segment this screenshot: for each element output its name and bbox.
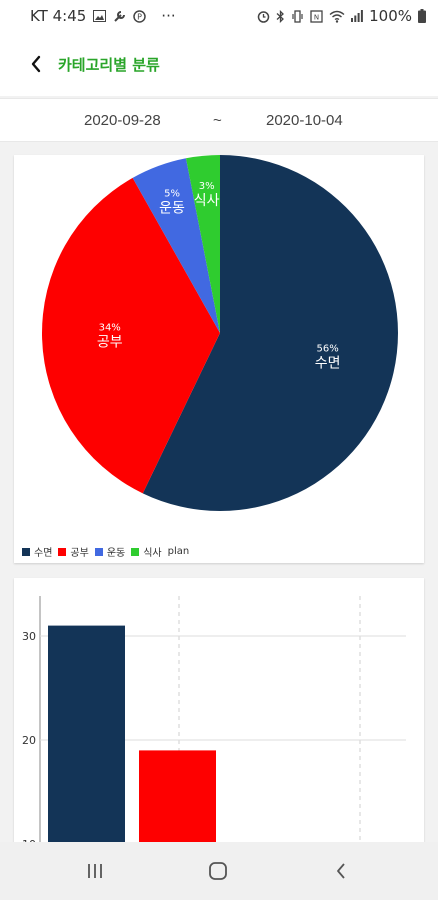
legend-item: 운동 [94,544,126,559]
home-button[interactable] [203,858,233,884]
pie-slice-1[interactable] [142,155,398,511]
date-range-bar: 2020-09-28 ~ 2020-10-04 [0,98,438,142]
legend-item: 공부 [58,544,89,559]
legend-item: 식사 [131,544,162,559]
status-dots: ··· [161,7,176,25]
pie-legend: 수면 공부 운동 식사 plan [22,544,195,559]
app-bar: 카테고리별 분류 [0,32,438,96]
pie-category-label: 운동 [159,201,185,217]
alarm-icon [257,10,270,23]
pie-chart-card: 56% 수면 34% 공부 5% 운동 3% 식사 수면 공부 운동 식사 plan [14,155,424,563]
image-icon [93,10,107,22]
pie-slice-2[interactable] [41,177,220,494]
signal-icon [351,10,364,22]
chevron-left-icon [31,55,41,73]
svg-text:N: N [314,13,319,21]
date-separator: ~ [213,111,222,129]
pie-slice-3[interactable] [132,158,220,333]
pie-percent-label: 34% [99,323,121,334]
legend-label: 수면 [34,548,53,559]
home-icon [209,862,227,880]
pie-percent-label: 3% [199,181,215,192]
svg-text:P: P [137,12,142,21]
end-date[interactable]: 2020-10-04 [266,111,343,129]
legend-label: plan [167,546,190,557]
pie-slice-4[interactable] [185,155,220,333]
back-icon [337,863,345,879]
bar-2[interactable] [139,750,216,848]
nfc-icon: N [310,9,323,23]
status-bar: KT 4:45 P ··· N 100% [0,0,438,32]
recent-apps-button[interactable] [80,858,110,884]
y-tick-label: 20 [22,734,36,747]
vibrate-icon [291,9,304,23]
rotate-icon: P [133,9,147,23]
pie-category-label: 공부 [97,335,123,351]
bluetooth-icon [276,9,285,23]
bar-chart[interactable]: 302010 [14,578,424,848]
legend-label: 식사 [143,548,162,559]
page-title: 카테고리별 분류 [58,55,160,74]
pie-percent-label: 56% [316,344,338,355]
system-nav-bar [0,842,438,900]
start-date[interactable]: 2020-09-28 [84,111,161,129]
pie-chart[interactable]: 56%수면 34%공부 5%운동 3%식사 [14,155,424,540]
recent-apps-icon [88,864,102,878]
status-left: KT 4:45 P ··· [30,7,176,25]
pie-category-label: 수면 [315,356,341,372]
y-tick-label: 30 [22,630,36,643]
wifi-icon [329,10,345,23]
legend-swatch [94,547,103,556]
battery-icon [418,9,426,23]
legend-swatch [22,547,30,556]
legend-item: 수면 [22,544,52,559]
battery-percent: 100% [369,7,412,25]
legend-swatch [58,547,67,556]
bar-chart-card: 302010 [14,578,424,848]
legend-label: 공부 [70,548,89,559]
legend-label: 운동 [106,548,126,559]
status-right: N 100% [257,7,426,25]
pie-category-label: 식사 [194,193,220,209]
carrier-time: KT 4:45 [30,7,87,25]
legend-swatch [131,547,140,556]
legend-item: plan [168,546,190,557]
pie-percent-label: 5% [164,189,180,200]
bar-1[interactable] [48,625,125,848]
back-button[interactable] [16,44,56,84]
nav-back-button[interactable] [326,858,356,884]
tool-icon [113,10,126,23]
